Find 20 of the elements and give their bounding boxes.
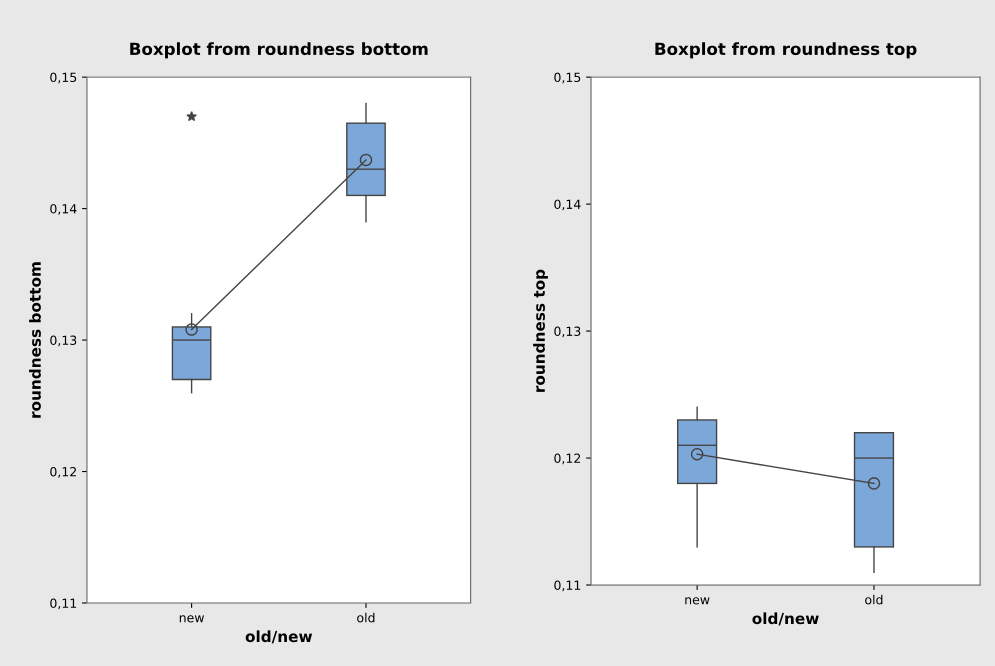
x-axis-title: old/new: [246, 630, 312, 644]
x-axis-title: old/new: [752, 612, 819, 626]
y-axis-title: roundness bottom: [29, 262, 41, 418]
x-tick-label: new: [685, 597, 710, 604]
y-tick-label: 0,14: [50, 204, 77, 215]
y-tick-label: 0,15: [554, 72, 580, 84]
y-tick-label: 0,11: [554, 580, 580, 592]
y-tick-label: 0,11: [50, 598, 76, 610]
y-tick-label: 0,13: [554, 326, 580, 338]
y-tick-label: 0,12: [50, 467, 76, 478]
chart-title: Boxplot from roundness top: [655, 42, 916, 58]
y-tick-label: 0,15: [50, 72, 76, 84]
x-tick-label: old: [865, 594, 882, 604]
y-axis-title: roundness top: [533, 270, 548, 392]
x-tick-label: new: [180, 615, 204, 622]
x-tick-label: old: [357, 612, 374, 622]
y-tick-label: 0,14: [554, 200, 581, 210]
y-tick-label: 0,13: [50, 336, 76, 346]
chart-title: Boxplot from roundness bottom: [130, 42, 428, 58]
y-tick-label: 0,12: [554, 454, 580, 464]
